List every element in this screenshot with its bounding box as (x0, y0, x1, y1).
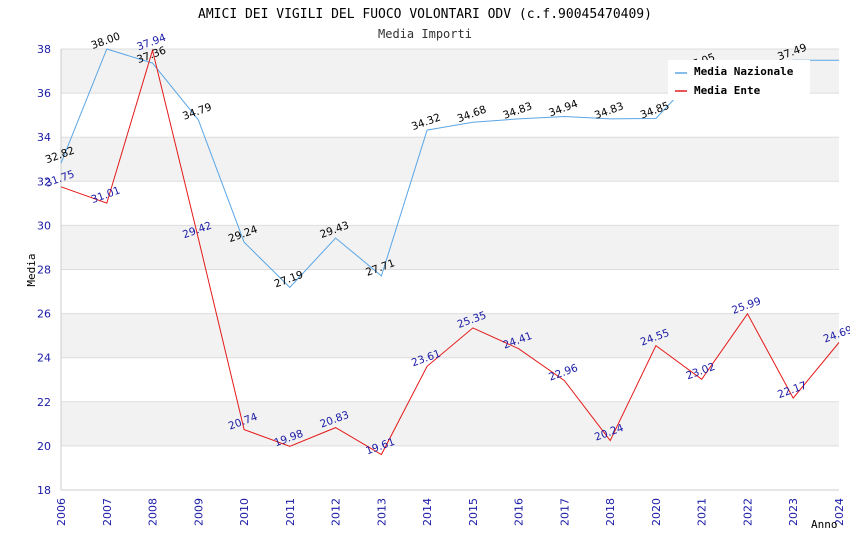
data-label: 34.32 (410, 112, 442, 134)
y-tick-label: 30 (37, 219, 51, 232)
grid-band (61, 313, 839, 358)
chart-subtitle: Media Importi (378, 27, 472, 41)
y-tick-label: 18 (37, 484, 51, 497)
x-tick-label: 2015 (467, 498, 480, 526)
x-tick-label: 2009 (192, 498, 205, 526)
legend-label-nazionale: Media Nazionale (694, 65, 794, 78)
y-tick-label: 26 (37, 308, 51, 321)
chart-title: AMICI DEI VIGILI DEL FUOCO VOLONTARI ODV… (198, 7, 652, 22)
grid-band (61, 225, 839, 270)
x-tick-label: 2024 (833, 498, 846, 526)
x-tick-label: 2007 (101, 498, 114, 526)
data-label: 31.75 (44, 168, 76, 190)
x-tick-label: 2021 (696, 498, 709, 526)
y-tick-label: 22 (37, 396, 51, 409)
x-tick-label: 2017 (558, 498, 571, 526)
x-tick-label: 2014 (421, 498, 434, 526)
legend-label-ente: Media Ente (694, 84, 761, 97)
x-tick-label: 2010 (238, 498, 251, 526)
x-tick-label: 2020 (650, 498, 663, 526)
x-tick-label: 2018 (604, 498, 617, 526)
legend: Media Nazionale Media Ente (668, 60, 810, 100)
y-axis-label: Media (25, 253, 38, 286)
x-tick-label: 2012 (330, 498, 343, 526)
grid-band (61, 401, 839, 446)
data-label: 22.17 (776, 379, 808, 401)
y-tick-label: 38 (37, 43, 51, 56)
y-tick-label: 24 (37, 352, 51, 365)
x-tick-label: 2006 (55, 498, 68, 526)
y-tick-labels: 18 20 22 24 26 28 30 32 34 36 38 (37, 43, 51, 497)
x-tick-label: 2008 (147, 498, 160, 526)
y-tick-label: 32 (37, 175, 51, 188)
y-tick-label: 20 (37, 440, 51, 453)
legend-box (668, 60, 810, 100)
y-tick-label: 36 (37, 87, 51, 100)
y-tick-label: 34 (37, 131, 51, 144)
x-tick-label: 2022 (741, 498, 754, 526)
y-tick-label: 28 (37, 264, 51, 277)
grid-bands (61, 49, 839, 446)
x-axis-label: Anno (811, 518, 838, 531)
grid-band (61, 137, 839, 182)
x-tick-label: 2013 (375, 498, 388, 526)
x-tick-label: 2023 (787, 498, 800, 526)
x-tick-labels: 2006 2007 2008 2009 2010 2011 2012 2013 2014 2015… (55, 498, 846, 526)
x-tick-label: 2011 (284, 498, 297, 526)
x-tick-label: 2016 (513, 498, 526, 526)
series-line-ente (60, 48, 840, 456)
